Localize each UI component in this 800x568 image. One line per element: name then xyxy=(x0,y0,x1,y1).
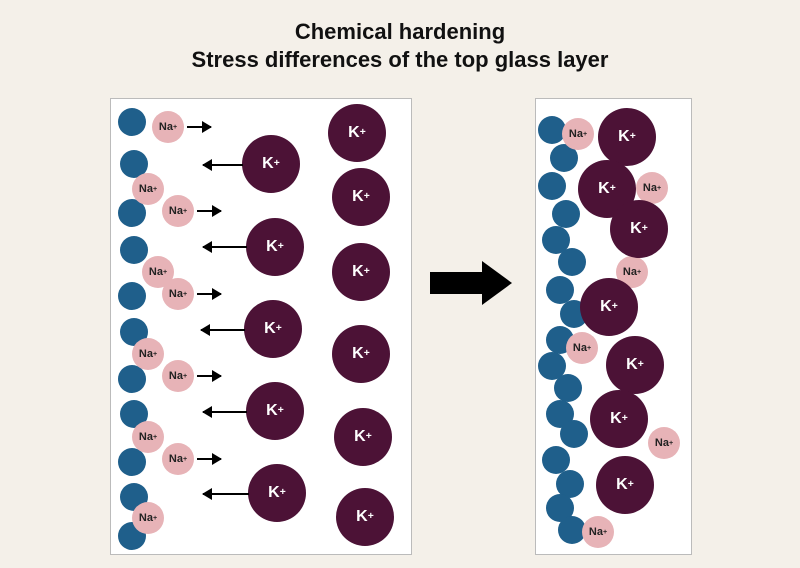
potassium-ion: K+ xyxy=(242,135,300,193)
potassium-ion: K+ xyxy=(332,325,390,383)
sodium-ion: Na+ xyxy=(132,173,164,205)
potassium-ion: K+ xyxy=(332,168,390,226)
glass-atom xyxy=(118,365,146,393)
ion-arrow-icon xyxy=(203,164,243,166)
title-line-2: Stress differences of the top glass laye… xyxy=(192,47,609,72)
potassium-ion: K+ xyxy=(590,390,648,448)
sodium-ion: Na+ xyxy=(562,118,594,150)
sodium-ion: Na+ xyxy=(162,360,194,392)
potassium-ion: K+ xyxy=(610,200,668,258)
potassium-ion: K+ xyxy=(244,300,302,358)
sodium-ion: Na+ xyxy=(648,427,680,459)
ion-arrow-icon xyxy=(197,210,221,212)
potassium-ion: K+ xyxy=(328,104,386,162)
glass-atom xyxy=(552,200,580,228)
potassium-ion: K+ xyxy=(332,243,390,301)
potassium-ion: K+ xyxy=(334,408,392,466)
ion-arrow-icon xyxy=(201,329,245,331)
glass-atom xyxy=(560,420,588,448)
diagram-canvas: Chemical hardening Stress differences of… xyxy=(0,0,800,568)
potassium-ion: K+ xyxy=(246,382,304,440)
ion-arrow-icon xyxy=(197,458,221,460)
glass-atom xyxy=(118,108,146,136)
title-line-1: Chemical hardening xyxy=(295,19,505,44)
sodium-ion: Na+ xyxy=(152,111,184,143)
potassium-ion: K+ xyxy=(598,108,656,166)
ion-arrow-icon xyxy=(187,126,211,128)
ion-arrow-icon xyxy=(203,493,249,495)
potassium-ion: K+ xyxy=(596,456,654,514)
potassium-ion: K+ xyxy=(580,278,638,336)
sodium-ion: Na+ xyxy=(132,502,164,534)
sodium-ion: Na+ xyxy=(132,338,164,370)
potassium-ion: K+ xyxy=(336,488,394,546)
ion-arrow-icon xyxy=(197,375,221,377)
sodium-ion: Na+ xyxy=(162,278,194,310)
glass-atom xyxy=(118,282,146,310)
glass-atom xyxy=(120,236,148,264)
sodium-ion: Na+ xyxy=(566,332,598,364)
glass-atom xyxy=(554,374,582,402)
potassium-ion: K+ xyxy=(606,336,664,394)
sodium-ion: Na+ xyxy=(582,516,614,548)
sodium-ion: Na+ xyxy=(162,443,194,475)
ion-arrow-icon xyxy=(203,411,247,413)
diagram-title: Chemical hardening Stress differences of… xyxy=(0,18,800,73)
sodium-ion: Na+ xyxy=(132,421,164,453)
glass-atom xyxy=(538,172,566,200)
ion-arrow-icon xyxy=(197,293,221,295)
glass-atom xyxy=(558,248,586,276)
glass-atom xyxy=(118,448,146,476)
sodium-ion: Na+ xyxy=(162,195,194,227)
potassium-ion: K+ xyxy=(246,218,304,276)
potassium-ion: K+ xyxy=(248,464,306,522)
ion-arrow-icon xyxy=(203,246,247,248)
